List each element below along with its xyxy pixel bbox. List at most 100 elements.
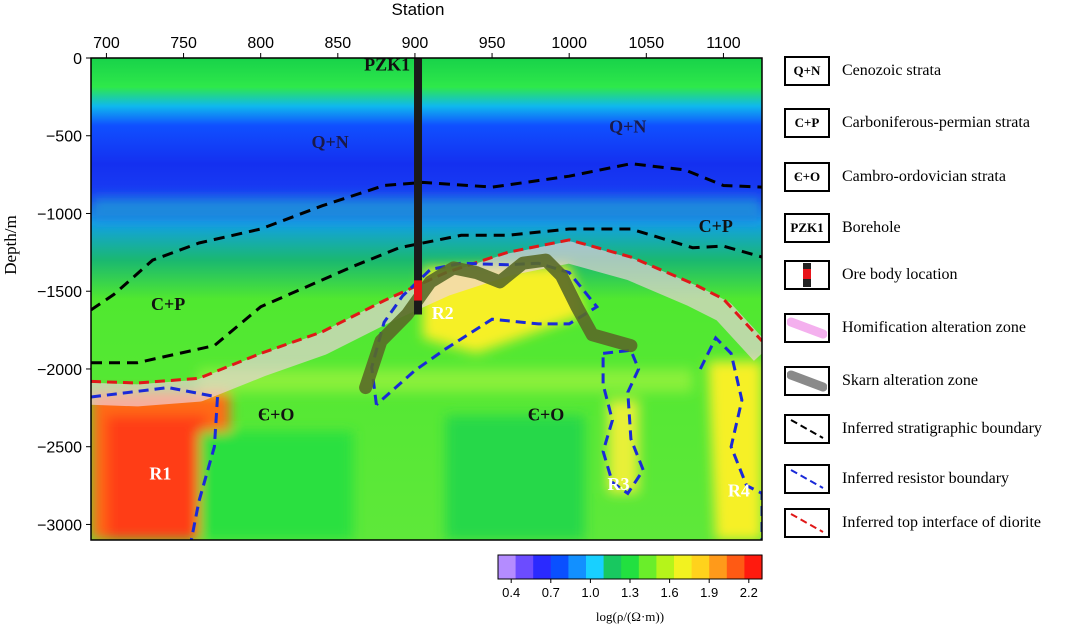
plot-area — [91, 58, 762, 540]
colorbar-swatch — [498, 555, 517, 579]
colorbar-swatch — [586, 555, 605, 579]
colorbar: 0.4 0.7 1.0 1.3 1.6 1.9 2.2 log(ρ/(Ω·m)) — [497, 554, 763, 624]
annotation-label: R4 — [728, 480, 750, 500]
x-axis-title: Station — [392, 0, 445, 19]
annotation-label: R2 — [432, 303, 454, 323]
colorbar-tick-label: 1.3 — [621, 585, 639, 600]
legend-label-skarn: Skarn alteration zone — [842, 372, 978, 389]
y-tick-label: −1000 — [37, 206, 82, 223]
annotation-label: Є+O — [258, 404, 294, 424]
legend-label-borehole: Borehole — [842, 219, 901, 236]
colorbar-label: log(ρ/(Ω·m)) — [596, 609, 664, 624]
resistivity-region-3 — [708, 361, 762, 540]
y-axis: 0 −500 −1000 −1500 −2000 −2500 −3000 — [37, 51, 91, 534]
strat-boundary-0 — [91, 162, 762, 312]
colorbar-tick-label: 2.2 — [740, 585, 758, 600]
legend-label-resistor-boundary: Inferred resistor boundary — [842, 470, 1010, 487]
colorbar-tick-label: 1.6 — [661, 585, 679, 600]
colorbar-swatch — [656, 555, 675, 579]
colorbar-swatch — [744, 555, 763, 579]
legend-item-skarn: Skarn alteration zone — [782, 366, 1080, 400]
legend-item-strat-boundary: Inferred stratigraphic boundary — [782, 414, 1080, 448]
y-tick-label: 0 — [73, 51, 82, 68]
x-tick-label: 850 — [324, 35, 351, 52]
legend-item-diorite-top: Inferred top interface of diorite — [782, 508, 1080, 542]
colorbar-swatch — [533, 555, 552, 579]
y-tick-label: −2500 — [37, 440, 82, 457]
x-axis: 700 750 800 850 900 950 1000 1050 1100 — [93, 35, 741, 58]
colorbar-swatch — [674, 555, 693, 579]
annotation-label: Q+N — [311, 132, 348, 152]
colorbar-swatch — [726, 555, 745, 579]
legend-item-homification: Homification alteration zone — [782, 313, 1080, 347]
x-tick-label: 800 — [247, 35, 274, 52]
skarn-zone-icon — [784, 366, 830, 396]
annotation-label: R1 — [149, 463, 171, 483]
colorbar-swatch — [638, 555, 657, 579]
y-tick-label: −500 — [46, 129, 82, 146]
legend-item-cenozoic: Q+N Cenozoic strata — [782, 56, 1080, 90]
colorbar-tick-label: 1.0 — [581, 585, 599, 600]
y-tick-label: −3000 — [37, 517, 82, 534]
colorbar-swatch — [550, 555, 569, 579]
skarn-zone — [359, 253, 638, 395]
colorbar-tick-label: 1.9 — [700, 585, 718, 600]
x-tick-label: 1050 — [629, 35, 665, 52]
annotation-label: C+P — [151, 294, 185, 314]
homification-zone — [91, 241, 762, 407]
resistivity-region-8 — [445, 415, 585, 540]
strat-boundary-icon — [784, 414, 830, 444]
colorbar-swatch — [621, 555, 640, 579]
x-tick-label: 700 — [93, 35, 120, 52]
legend-item-ore: Ore body location — [782, 260, 1080, 294]
resistor-boundary-r4 — [698, 335, 762, 540]
annotation-label: C+P — [699, 216, 733, 236]
colorbar-swatch — [603, 555, 622, 579]
x-tick-label: 1100 — [706, 35, 741, 52]
colorbar-tick-label: 0.7 — [542, 585, 560, 600]
resistivity-region-6 — [91, 197, 762, 222]
legend-item-borehole: PZK1 Borehole — [782, 213, 1080, 247]
resistivity-region-7 — [199, 431, 354, 540]
annotations: PZK1 Q+N Q+N C+P C+P R2 Є+O Є+O R1 R3 R4 — [149, 54, 749, 500]
x-tick-label: 900 — [402, 35, 429, 52]
colorbar-swatch — [709, 555, 728, 579]
annotation-label: Q+N — [609, 117, 646, 137]
legend-key-cenozoic: Q+N — [784, 56, 830, 86]
resistor-boundary-r3 — [601, 348, 645, 496]
legend-label-cambro: Cambro-ordovician strata — [842, 168, 1006, 185]
legend-label-diorite-top: Inferred top interface of diorite — [842, 514, 1042, 531]
legend-item-resistor-boundary: Inferred resistor boundary — [782, 464, 1080, 498]
legend-item-cambro: Є+O Cambro-ordovician strata — [782, 162, 1080, 196]
colorbar-swatch — [691, 555, 710, 579]
y-tick-label: −2000 — [37, 362, 82, 379]
legend-label-cenozoic: Cenozoic strata — [842, 62, 942, 79]
y-axis-title: Depth/m — [1, 215, 20, 275]
ore-body-icon — [784, 260, 830, 290]
resistor-boundary-icon — [784, 464, 830, 494]
strat-boundary-1 — [91, 227, 762, 365]
annotation-label: R3 — [608, 474, 630, 494]
y-tick-label: −1500 — [37, 284, 82, 301]
colorbar-swatch — [568, 555, 587, 579]
legend-key-borehole: PZK1 — [784, 213, 830, 243]
x-tick-label: 950 — [479, 35, 506, 52]
legend-label-ore: Ore body location — [842, 266, 958, 283]
diorite-top-icon — [784, 508, 830, 538]
legend-label-homification: Homification alteration zone — [842, 319, 1026, 336]
colorbar-swatch — [515, 555, 534, 579]
legend-item-carboniferous: C+P Carboniferous-permian strata — [782, 108, 1080, 142]
resistivity-region-5 — [199, 369, 693, 393]
legend-label-carboniferous: Carboniferous-permian strata — [842, 114, 1030, 131]
colorbar-tick-label: 0.4 — [502, 585, 520, 600]
annotation-label: Є+O — [528, 404, 564, 424]
legend-label-strat-boundary: Inferred stratigraphic boundary — [842, 420, 1042, 437]
homification-zone-icon — [784, 313, 830, 343]
legend-key-cambro: Є+O — [784, 162, 830, 192]
resistor-boundary-r1 — [91, 386, 220, 540]
x-tick-label: 1000 — [551, 35, 587, 52]
x-tick-label: 750 — [170, 35, 197, 52]
legend-key-carboniferous: C+P — [784, 108, 830, 138]
resistivity-region-1 — [106, 415, 207, 540]
